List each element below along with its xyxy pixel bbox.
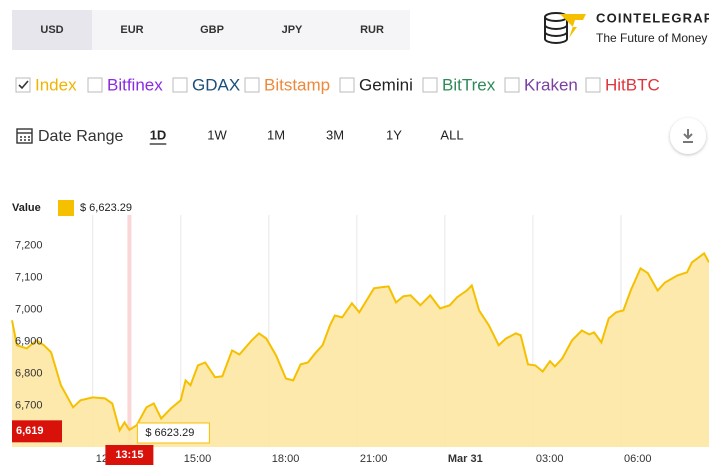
download-button[interactable] — [670, 118, 706, 154]
x-tick-label: 15:00 — [184, 453, 212, 465]
range-option[interactable]: 1D — [150, 127, 167, 142]
checkbox[interactable] — [244, 77, 260, 93]
x-tick-label: 18:00 — [272, 453, 300, 465]
exchange-label[interactable]: GDAX — [192, 75, 240, 94]
logo-name: COINTELEGRAPI — [596, 10, 709, 25]
crosshair-line — [127, 215, 132, 447]
exchange-label[interactable]: Kraken — [524, 75, 578, 94]
x-cursor-tag — [105, 445, 154, 465]
x-tick-label: 21:00 — [360, 453, 388, 465]
y-tick-label: 6,800 — [15, 367, 43, 379]
y-tick-label: 6,700 — [15, 399, 43, 411]
x-tick-label: Mar 31 — [448, 453, 483, 465]
price-line — [11, 251, 709, 433]
exchange-label[interactable]: Index — [35, 75, 77, 94]
legend-title: Value — [12, 202, 41, 214]
currency-tab[interactable]: USD — [40, 24, 63, 36]
checkmark — [18, 80, 29, 90]
currency-tab[interactable]: JPY — [282, 24, 303, 36]
range-option[interactable]: ALL — [440, 127, 463, 142]
range-option[interactable]: 3M — [326, 127, 344, 142]
currency-tab-selected — [12, 10, 92, 50]
y-cursor-tag — [12, 420, 62, 443]
y-tick-label: 7,100 — [15, 271, 43, 283]
checkbox[interactable] — [504, 77, 520, 93]
logo-tagline: The Future of Money — [596, 31, 707, 45]
x-cursor-label: 13:15 — [115, 449, 143, 461]
checkbox[interactable] — [15, 77, 31, 93]
currency-tab[interactable]: RUR — [360, 24, 384, 36]
y-tick-label: 7,200 — [15, 239, 43, 251]
currency-tab[interactable]: GBP — [200, 24, 224, 36]
y-cursor-label: 6,619 — [16, 425, 44, 437]
legend-value: $ 6,623.29 — [80, 202, 132, 214]
exchange-label[interactable]: HitBTC — [605, 75, 660, 94]
exchange-label[interactable]: Gemini — [359, 75, 413, 94]
x-tick-label: 03:00 — [536, 453, 564, 465]
y-tick-label: 6,900 — [15, 335, 43, 347]
range-option[interactable]: 1W — [207, 127, 227, 142]
x-tick-label: 06:00 — [624, 453, 652, 465]
exchange-label[interactable]: BitTrex — [442, 75, 496, 94]
currency-tab[interactable]: EUR — [120, 24, 143, 36]
checkbox[interactable] — [172, 77, 188, 93]
tooltip-box — [136, 422, 210, 444]
logo-icon — [544, 12, 586, 45]
calendar-icon — [16, 128, 33, 144]
exchange-label[interactable]: Bitstamp — [264, 75, 330, 94]
legend-swatch — [58, 200, 74, 216]
exchange-label[interactable]: Bitfinex — [107, 75, 163, 94]
date-range-label: Date Range — [38, 128, 123, 145]
y-tick-label: 7,000 — [15, 303, 43, 315]
range-option[interactable]: 1Y — [386, 127, 402, 142]
area-fill — [12, 253, 709, 447]
checkbox[interactable] — [87, 77, 103, 93]
checkbox[interactable] — [339, 77, 355, 93]
checkbox[interactable] — [422, 77, 438, 93]
checkbox[interactable] — [585, 77, 601, 93]
range-option[interactable]: 1M — [267, 127, 285, 142]
tooltip-text: $ 6623.29 — [145, 427, 194, 439]
